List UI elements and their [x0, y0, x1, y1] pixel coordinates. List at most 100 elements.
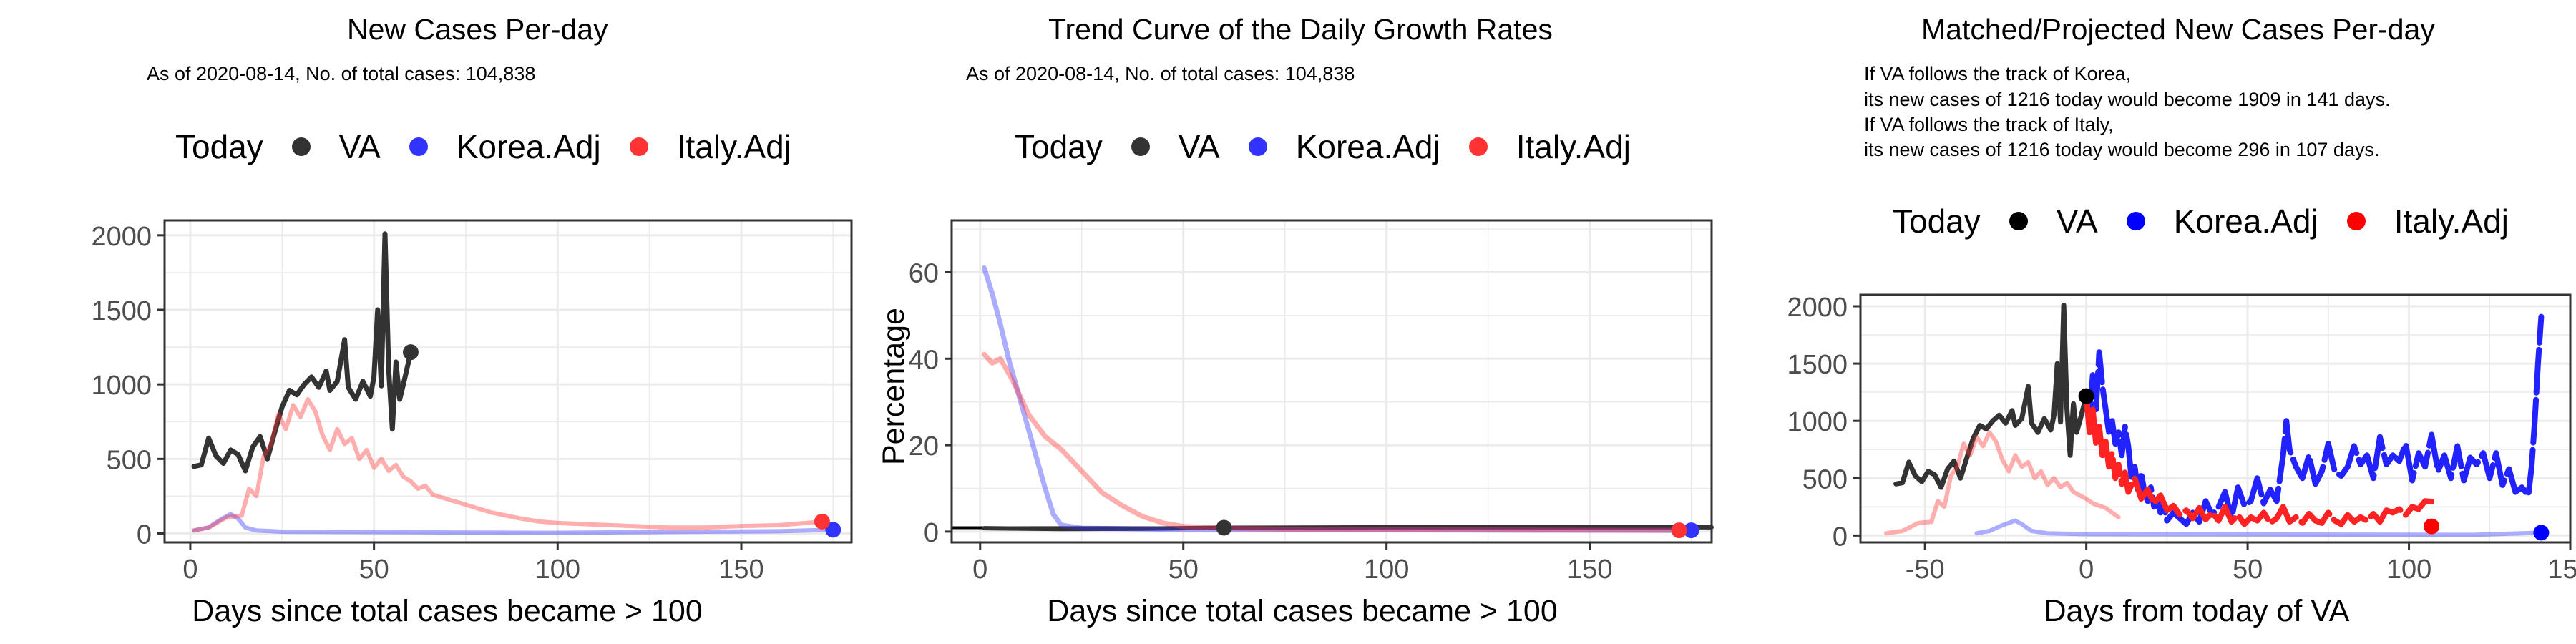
series-line-italy-adj — [192, 397, 817, 533]
chart-panel-projected: Matched/Projected New Cases Per-day If V… — [1717, 0, 2576, 644]
chart-subtitle-line: As of 2020-08-14, No. of total cases: 10… — [966, 63, 1355, 84]
legend-title: Today — [1015, 128, 1103, 165]
series-line-va — [1893, 302, 2089, 490]
legend-dot-korea — [1248, 137, 1267, 156]
chart-plot: 0 50 100 150 0 20 40 60 — [909, 219, 1714, 585]
x-tick-label: 50 — [358, 555, 389, 585]
today-point-va — [1216, 519, 1232, 536]
series-line-korea-adj — [981, 265, 1694, 533]
legend-label-va: VA — [1178, 128, 1220, 165]
legend-title: Today — [175, 128, 263, 165]
x-tick-label: 0 — [182, 555, 197, 585]
y-tick-label: 0 — [137, 520, 152, 550]
y-tick-label: 1000 — [1787, 407, 1848, 437]
legend-dot-korea — [2126, 212, 2145, 230]
chart-plot: -500501001500500100015002000 — [1787, 293, 2576, 585]
chart-panel-new-cases: New Cases Per-day As of 2020-08-14, No. … — [0, 0, 859, 644]
legend-dot-italy — [2346, 212, 2366, 230]
x-axis-label: Days since total cases became > 100 — [1047, 594, 1558, 628]
series-line-korea-adj — [192, 512, 836, 535]
legend-item-korea: Korea.Adj — [1248, 127, 1440, 166]
today-point-italy-adj — [814, 513, 830, 530]
series-line-italy-adj-projected- — [2083, 393, 2435, 527]
x-tick-label: 0 — [972, 555, 987, 585]
legend-dot-va — [2009, 212, 2028, 230]
y-tick-label: 20 — [909, 431, 939, 462]
chart-subtitle-line: As of 2020-08-14, No. of total cases: 10… — [147, 63, 536, 84]
plot-border — [950, 219, 1713, 544]
y-tick-label: 2000 — [1787, 293, 1848, 323]
chart-subtitle-line: its new cases of 1216 today would become… — [1864, 89, 2391, 110]
legend-item-italy: Italy.Adj — [629, 127, 791, 166]
legend-item-va: VA — [291, 127, 381, 166]
y-tick-label: 1000 — [91, 371, 152, 401]
x-tick-label: 0 — [2079, 555, 2094, 585]
plot-background — [1860, 295, 2570, 542]
today-point-italy-adj — [2424, 518, 2440, 535]
series-line-korea-adj-projected- — [2083, 313, 2545, 527]
y-tick-label: 2000 — [91, 222, 152, 252]
y-tick-label: 0 — [924, 518, 939, 548]
legend-label-italy: Italy.Adj — [2394, 203, 2509, 240]
x-axis-label: Days since total cases became > 100 — [192, 594, 703, 628]
legend-label-italy: Italy.Adj — [1516, 128, 1631, 165]
legend-item-italy: Italy.Adj — [1468, 127, 1631, 166]
plot-background — [952, 220, 1712, 542]
today-point-va — [402, 344, 419, 361]
legend-item-va: VA — [1131, 127, 1220, 166]
series-line-italy-adj — [981, 351, 1682, 533]
chart-subtitle-line: If VA follows the track of Italy, — [1864, 114, 2114, 135]
x-tick-label: 100 — [1364, 555, 1409, 585]
series-line-italy-adj-history- — [1884, 430, 2121, 536]
y-axis-label: Percentage — [877, 308, 911, 465]
legend-label-korea: Korea.Adj — [1295, 128, 1440, 165]
legend-item-italy: Italy.Adj — [2346, 202, 2509, 240]
today-point-italy-adj — [1671, 522, 1687, 539]
chart-title: Matched/Projected New Cases Per-day — [1921, 13, 2435, 46]
today-point-korea-adj — [825, 522, 841, 538]
y-tick-label: 0 — [1833, 522, 1848, 552]
legend-label-korea: Korea.Adj — [456, 128, 601, 165]
x-tick-label: 50 — [1169, 555, 1199, 585]
chart-legend: Today VA Korea.Adj Italy.Adj — [1015, 127, 1659, 166]
legend-dot-va — [291, 137, 311, 156]
chart-panel-growth-rates: Trend Curve of the Daily Growth Rates As… — [859, 0, 1717, 644]
legend-label-va: VA — [338, 128, 381, 165]
today-point-korea-adj — [1683, 522, 1699, 539]
x-tick-label: 100 — [2386, 555, 2431, 585]
legend-dot-va — [1131, 137, 1150, 156]
legend-item-va: VA — [2009, 202, 2098, 240]
x-tick-label: 150 — [2547, 555, 2576, 585]
legend-label-va: VA — [2056, 203, 2098, 240]
y-tick-label: 60 — [909, 258, 939, 288]
chart-title: Trend Curve of the Daily Growth Rates — [1048, 13, 1553, 46]
plot-background — [165, 220, 852, 542]
legend-label-italy: Italy.Adj — [676, 128, 791, 165]
series-line-va — [191, 231, 414, 474]
today-point-korea-adj — [2533, 525, 2550, 541]
x-tick-label: 50 — [2233, 555, 2263, 585]
legend-item-korea: Korea.Adj — [2126, 202, 2318, 240]
chart-title: New Cases Per-day — [347, 13, 608, 46]
plot-border — [163, 219, 853, 544]
legend-item-korea: Korea.Adj — [409, 127, 601, 166]
legend-dot-korea — [409, 137, 428, 156]
chart-subtitle-line: If VA follows the track of Korea, — [1864, 63, 2132, 84]
chart-legend: Today VA Korea.Adj Italy.Adj — [1893, 202, 2537, 240]
y-tick-label: 1500 — [91, 296, 152, 326]
plot-border — [1859, 293, 2572, 544]
chart-legend: Today VA Korea.Adj Italy.Adj — [175, 127, 820, 166]
today-point-va — [2078, 388, 2094, 404]
chart-subtitle-line: its new cases of 1216 today would become… — [1864, 139, 2380, 160]
legend-dot-italy — [1468, 137, 1488, 156]
series-line-korea-adj-history- — [1974, 518, 2544, 537]
y-tick-label: 40 — [909, 345, 939, 375]
x-tick-label: -50 — [1906, 555, 1945, 585]
y-tick-label: 500 — [1802, 464, 1848, 494]
y-tick-label: 500 — [107, 445, 152, 475]
x-tick-label: 150 — [718, 555, 763, 585]
legend-dot-italy — [629, 137, 648, 156]
x-axis-label: Days from today of VA — [2044, 594, 2350, 628]
legend-title: Today — [1893, 203, 1981, 240]
